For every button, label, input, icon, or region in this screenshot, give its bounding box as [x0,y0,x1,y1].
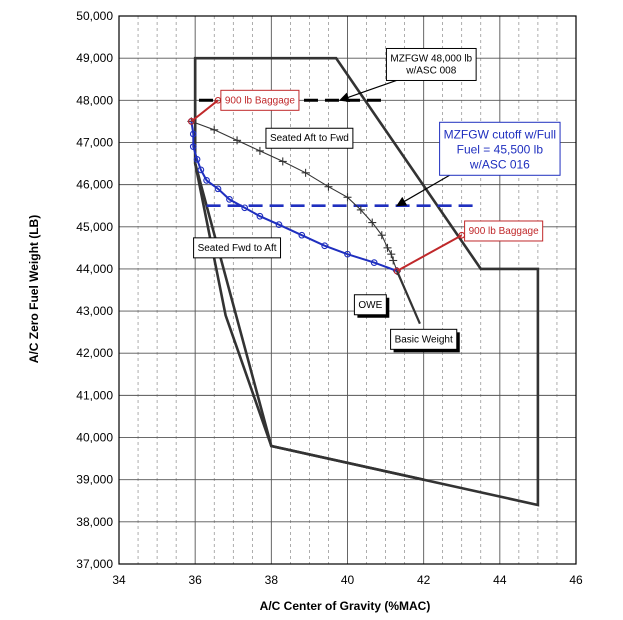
y-tick-label: 43,000 [76,304,113,318]
label-text: OWE [358,300,382,311]
y-tick-label: 48,000 [76,93,113,107]
series-point-circle [370,259,378,266]
y-tick-label: 45,000 [76,220,113,234]
x-tick-label: 34 [112,573,126,587]
annotation-label: Seated Fwd to Aft [193,237,282,259]
x-tick-label: 40 [341,573,355,587]
label-box [220,89,300,111]
y-tick-label: 50,000 [76,9,113,23]
series-point-plus [233,136,242,145]
series-point-plus [278,157,287,166]
annotation-label: 900 lb Baggage [220,89,300,111]
series-point-circle [321,242,329,250]
series-point-circle [197,166,205,174]
y-tick-label: 42,000 [76,346,113,360]
label-box [193,237,282,259]
series-point-plus [255,146,264,155]
x-tick-label: 36 [188,573,202,587]
label-box [464,220,544,242]
series-point-plus [343,193,352,202]
y-tick-label: 41,000 [76,388,113,402]
label-text: Basic Weight [395,334,453,345]
label-text: Seated Fwd to Aft [198,243,277,254]
series-line-2 [396,234,463,272]
x-axis-title: A/C Center of Gravity (%MAC) [260,599,431,613]
callout-arrow [338,79,397,103]
label-text: 900 lb Baggage [225,95,296,106]
label-text: Seated Aft to Fwd [270,133,349,144]
label-box [439,121,561,176]
series-point-circle [193,155,201,163]
series-point-circle [275,221,283,229]
series-point-circle [189,143,197,151]
series-point-plus [377,231,386,240]
series-point-circle [188,118,195,125]
series-point-circle [189,130,197,138]
series-point-plus [389,256,398,265]
x-tick-label: 42 [417,573,431,587]
label-text: MZFGW 48,000 lb [390,53,472,64]
series-point-plus [387,250,396,259]
series-point-circle [214,185,222,193]
y-tick-label: 37,000 [76,557,113,571]
y-tick-label: 47,000 [76,135,113,149]
label-box [353,294,387,316]
annotation-label: Basic Weight [390,328,460,353]
annotation-label: 900 lb Baggage [464,220,544,242]
y-tick-label: 44,000 [76,262,113,276]
label-text: 900 lb Baggage [469,226,540,237]
series-point-plus [356,205,365,214]
annotation-label: Seated Aft to Fwd [265,127,354,149]
series-line-3 [190,99,219,123]
plot-frame [118,15,577,565]
series-point-plus [210,125,219,134]
label-text: w/ASC 016 [469,157,530,171]
y-tick-label: 46,000 [76,178,113,192]
series-point-circle [256,212,264,220]
y-axis-title: A/C Zero Fuel Weight (LB) [27,215,41,363]
series-point-plus [383,243,392,252]
callout-label: MZFGW 48,000 lbw/ASC 008 [385,47,477,81]
y-tick-label: 40,000 [76,431,113,445]
y-tick-label: 38,000 [76,515,113,529]
label-box [385,47,477,81]
series-point-circle [344,250,351,258]
y-tick-label: 39,000 [76,473,113,487]
label-text: Fuel = 45,500 lb [457,142,544,156]
y-tick-label: 49,000 [76,51,113,65]
label-box [265,127,354,149]
series-point-plus [324,182,333,191]
series-point-plus [368,218,377,227]
x-tick-label: 38 [265,573,279,587]
series-line-4 [395,270,421,325]
series-line-1 [190,121,398,272]
label-text: MZFGW cutoff w/Full [444,127,556,141]
envelope-outer [193,56,540,507]
series-point-plus [301,168,310,177]
label-text: w/ASC 008 [405,65,456,76]
series-point-circle [393,267,401,275]
callout-arrow [396,174,450,207]
label-box [390,328,458,350]
series-point-circle [298,231,306,239]
series-point-circle [203,177,210,184]
series-point-circle [241,204,249,212]
annotation-label: OWE [353,294,390,318]
series-point-circle [226,196,233,203]
x-tick-label: 46 [569,573,583,587]
envelope-inner [193,58,424,481]
x-tick-label: 44 [493,573,507,587]
